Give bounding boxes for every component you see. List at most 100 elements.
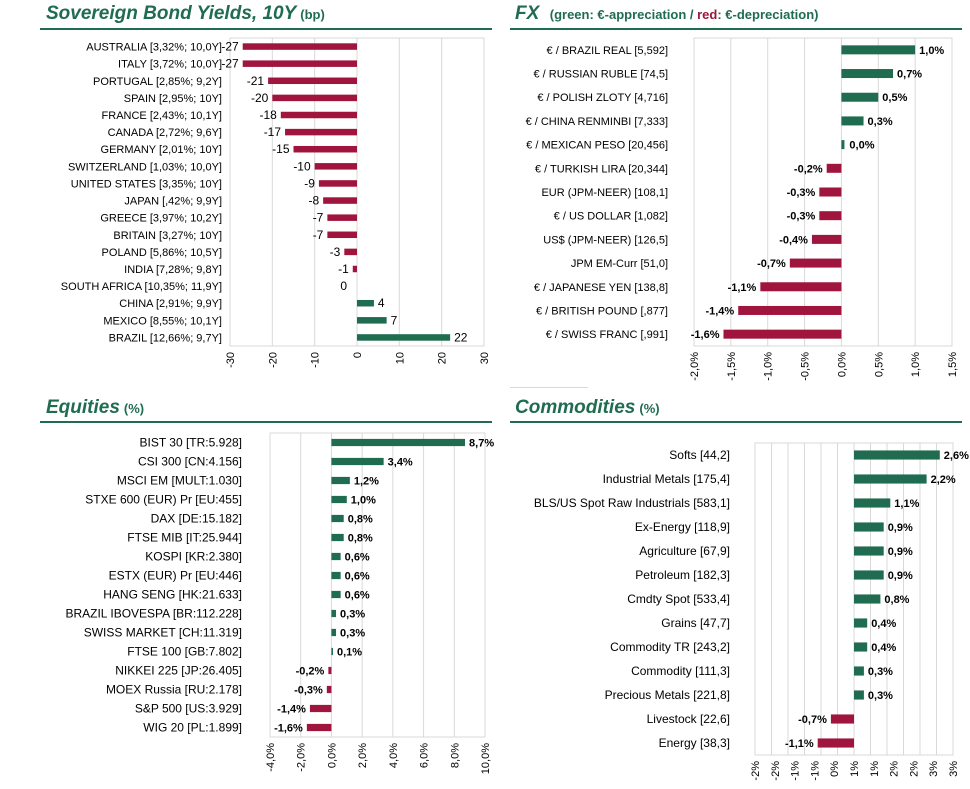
commodities-category-label: Petroleum [182,3] (635, 568, 730, 582)
equities-bar (331, 476, 350, 485)
bonds-category-label: MEXICO [8,55%; 10,1Y] (103, 315, 222, 327)
fx-category-label: € / MEXICAN PESO [20,456] (526, 140, 668, 152)
bonds-bar (357, 317, 387, 324)
fx-tick-label: 0,5% (873, 352, 885, 377)
bonds-bar (352, 265, 357, 273)
commodities-category-label: Industrial Metals [175,4] (603, 472, 730, 486)
commodities-tick-label: 1% (869, 761, 881, 777)
equities-data-label: -0,2% (296, 666, 325, 678)
equities-bar (326, 685, 332, 694)
bonds-data-label: 0 (340, 279, 347, 293)
bonds-data-label: -3 (330, 245, 341, 259)
bonds-bar (344, 248, 357, 256)
commodities-bar (854, 522, 884, 532)
commodities-category-label: Cmdty Spot [533,4] (627, 592, 730, 606)
bonds-data-label: -7 (313, 211, 324, 225)
commodities-bar (854, 498, 891, 508)
fx-category-label: JPM EM-Curr [51,0] (571, 258, 668, 270)
bonds-bar (327, 214, 357, 221)
equities-bar (331, 609, 337, 618)
bonds-category-label: SOUTH AFRICA [10,35%; 11,9Y] (61, 281, 222, 293)
commodities-tick-label: 1% (849, 761, 861, 777)
fx-category-label: € / POLISH ZLOTY [4,716] (537, 92, 668, 104)
fx-title-text: FX (515, 3, 540, 24)
equities-category-label: HANG SENG [HK:21.633] (103, 588, 242, 602)
equities-data-label: 0,8% (348, 514, 373, 526)
equities-data-label: 0,3% (340, 609, 365, 621)
commodities-category-label: Commodity [111,3] (631, 664, 730, 678)
fx-bottom-rule (510, 387, 588, 388)
bonds-category-label: GERMANY [2,01%; 10Y] (101, 144, 222, 156)
commodities-tick-label: 3% (928, 761, 940, 777)
equities-category-label: KOSPI [KR:2.380] (145, 550, 242, 564)
equities-tick-label: 10,0% (480, 743, 492, 774)
fx-tick-label: -0,5% (800, 352, 812, 381)
commodities-bar (854, 570, 884, 580)
bonds-data-label: -9 (304, 176, 315, 190)
fx-bar (738, 305, 842, 315)
equities-bar (328, 666, 332, 675)
bonds-bar (242, 60, 357, 67)
equities-data-label: 0,6% (345, 552, 370, 564)
bonds-category-label: JAPAN [,42%; 9,9Y] (124, 196, 222, 208)
bonds-data-label: -1 (338, 262, 349, 276)
fx-data-label: 0,7% (897, 69, 922, 81)
fx-data-label: 0,3% (868, 116, 893, 128)
bonds-bar (323, 197, 357, 204)
equities-data-label: -1,6% (274, 723, 303, 735)
fx-title-rule (510, 28, 962, 30)
bonds-category-label: SPAIN [2,95%; 10Y] (124, 93, 222, 105)
bonds-category-label: ITALY [3,72%; 10,0Y] (118, 59, 222, 71)
equities-bar (331, 495, 347, 504)
equities-data-label: 0,6% (345, 590, 370, 602)
equities-category-label: BIST 30 [TR:5.928] (140, 436, 243, 450)
equities-data-label: 0,1% (337, 647, 362, 659)
fx-legend-prefix: (green: €-appreciation / (549, 7, 698, 22)
equities-tick-label: 6,0% (419, 743, 431, 768)
commodities-tick-label: 2% (908, 761, 920, 777)
bonds-bar (357, 334, 451, 341)
fx-data-label: 0,0% (849, 140, 874, 152)
fx-category-label: € / RUSSIAN RUBLE [74,5] (534, 69, 669, 81)
bonds-category-label: GREECE [3,97%; 10,2Y] (100, 213, 222, 225)
fx-bar (841, 69, 894, 79)
equities-category-label: WIG 20 [PL:1.899] (143, 721, 242, 735)
equities-tick-label: -4,0% (265, 743, 277, 772)
equities-category-label: FTSE MIB [IT:25.944] (127, 531, 242, 545)
bonds-data-label: -27 (221, 40, 239, 54)
commodities-title-text: Commodities (515, 397, 636, 418)
fx-category-label: € / BRITISH POUND [,877] (536, 305, 668, 317)
equities-category-label: S&P 500 [US:3.929] (135, 702, 242, 716)
equities-bar (331, 533, 344, 542)
bonds-category-label: AUSTRALIA [3,32%; 10,0Y] (86, 42, 222, 54)
commodities-tick-label: 0% (829, 761, 841, 777)
fx-data-label: 1,0% (919, 45, 944, 57)
fx-bar (841, 45, 916, 55)
fx-bar (841, 92, 879, 102)
equities-category-label: MSCI EM [MULT:1.030] (117, 474, 242, 488)
commodities-tick-label: 3% (948, 761, 960, 777)
fx-data-label: -0,3% (787, 187, 816, 199)
fx-category-label: € / CHINA RENMINBI [7,333] (526, 116, 668, 128)
commodities-category-label: Agriculture [67,9] (639, 544, 730, 558)
equities-bar (331, 628, 337, 637)
fx-data-label: 0,5% (882, 92, 907, 104)
commodities-category-label: Grains [47,7] (661, 616, 730, 630)
bonds-plot-frame (229, 37, 485, 347)
fx-legend-suffix: : €-depreciation) (717, 7, 819, 22)
bonds-data-label: -8 (308, 194, 319, 208)
bonds-tick-label: 10 (394, 352, 406, 364)
equities-bar (331, 438, 466, 447)
commodities-tick-label: -2% (770, 761, 782, 781)
bonds-category-label: UNITED STATES [3,35%; 10Y] (71, 178, 222, 190)
fx-category-label: € / US DOLLAR [1,082] (554, 211, 668, 223)
commodities-category-label: Ex-Energy [118,9] (635, 520, 730, 534)
equities-category-label: BRAZIL IBOVESPA [BR:112.228] (65, 607, 242, 621)
equities-data-label: 8,7% (469, 438, 494, 450)
bonds-tick-label: -10 (310, 352, 322, 368)
bond-title-rule (40, 28, 492, 30)
fx-tick-label: 1,5% (947, 352, 959, 377)
bonds-bar (357, 299, 374, 307)
commodities-data-label: 0,9% (888, 570, 913, 582)
